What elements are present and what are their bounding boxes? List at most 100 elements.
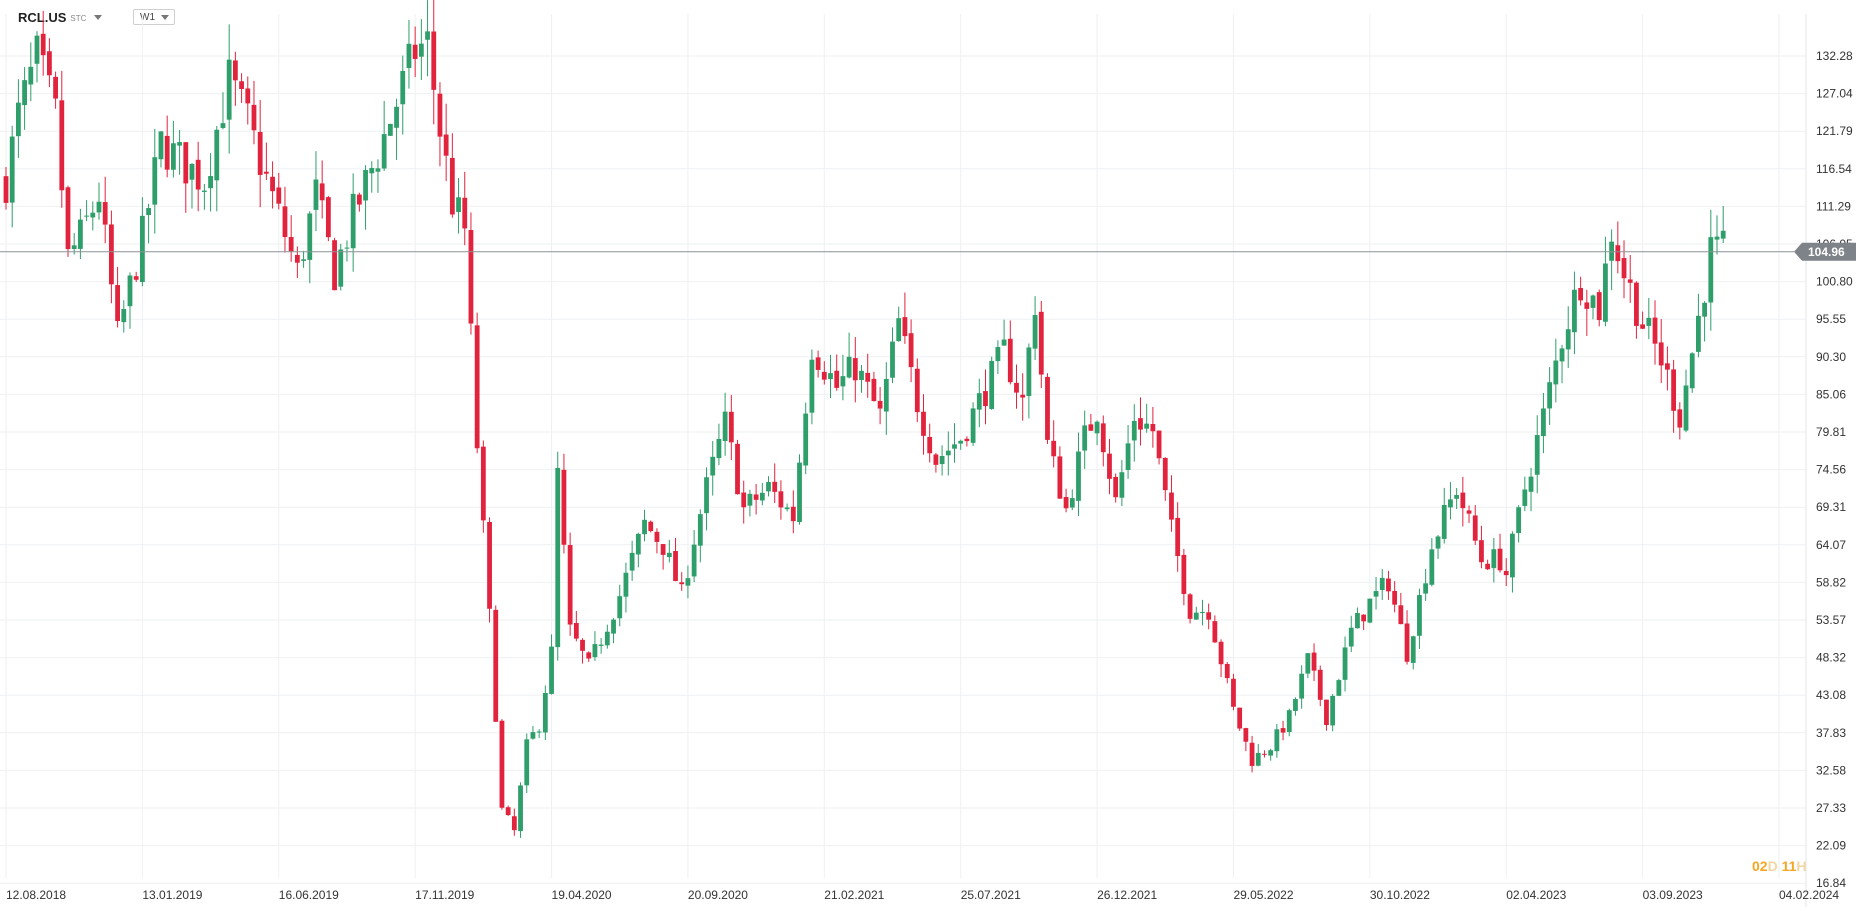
candle-up (15, 79, 21, 158)
candle-down (1249, 735, 1255, 773)
candle-down (1181, 549, 1187, 606)
candle-up (425, 0, 430, 77)
candle-up (1082, 410, 1088, 469)
candle-up (338, 243, 344, 291)
x-tick-label: 13.01.2019 (142, 888, 202, 902)
candle-up (28, 42, 34, 102)
candle-down (3, 167, 9, 210)
candle-up (77, 208, 83, 260)
x-tick-label: 30.10.2022 (1370, 888, 1430, 902)
candle-up (1448, 482, 1453, 520)
x-tick-label: 04.02.2024 (1779, 888, 1839, 902)
y-tick-label: 22.09 (1816, 839, 1846, 853)
candle-up (1702, 301, 1708, 342)
candle-up (530, 725, 536, 740)
candle-down (65, 185, 71, 257)
candle-down (654, 528, 660, 554)
candle-up (592, 631, 598, 661)
y-tick-label: 90.30 (1816, 350, 1846, 364)
candle-up (1454, 488, 1460, 510)
candle-down (511, 808, 517, 836)
candle-up (9, 125, 15, 228)
candle-up (34, 31, 40, 83)
candle-down (1665, 346, 1670, 391)
candle-up (1534, 415, 1540, 494)
candle-down (1138, 397, 1143, 446)
candle-down (871, 371, 877, 402)
candle-down (263, 142, 269, 181)
candle-up (958, 439, 964, 450)
y-tick-label: 121.79 (1816, 124, 1853, 138)
symbol-suffix: STC (70, 14, 87, 23)
candle-down (648, 520, 654, 533)
candle-down (46, 38, 52, 88)
candle-up (995, 340, 1001, 374)
candle-up (1032, 296, 1038, 361)
candle-down (319, 160, 325, 219)
candle-up (1429, 538, 1435, 587)
candle-down (1658, 319, 1664, 383)
candle-up (846, 332, 852, 379)
candle-down (1324, 699, 1329, 731)
candle-down (108, 210, 114, 304)
candle-down (431, 0, 437, 125)
candle-up (1076, 432, 1081, 516)
candle-up (635, 532, 641, 568)
candle-down (1361, 614, 1367, 631)
candle-up (1522, 476, 1528, 512)
candle-up (1094, 420, 1100, 446)
candle-down (102, 176, 108, 244)
candle-down (332, 237, 337, 291)
candle-up (859, 365, 864, 393)
candle-up (369, 161, 375, 193)
candle-down (673, 537, 678, 582)
candle-down (1311, 643, 1317, 682)
y-tick-label: 127.04 (1816, 87, 1853, 101)
candle-up (1001, 319, 1007, 346)
timeframe-select[interactable]: W1 (133, 9, 175, 25)
candles (3, 0, 1726, 838)
candle-down (561, 453, 567, 554)
candle-up (604, 624, 610, 649)
y-tick-label: 48.32 (1816, 651, 1846, 665)
symbol-selector[interactable]: RCL.US STC (18, 10, 103, 25)
candle-down (741, 480, 747, 524)
candle-down (821, 361, 827, 385)
candle-down (1237, 707, 1243, 731)
candle-down (412, 26, 418, 78)
x-tick-label: 26.12.2021 (1097, 888, 1157, 902)
candle-down (288, 215, 294, 262)
x-tick-label: 19.04.2020 (552, 888, 612, 902)
x-tick-label: 25.07.2021 (961, 888, 1021, 902)
candle-down (735, 439, 740, 495)
candle-down (59, 70, 65, 208)
candle-up (797, 454, 802, 525)
candle-up (1255, 743, 1261, 767)
y-tick-label: 64.07 (1816, 538, 1846, 552)
candle-up (1131, 404, 1137, 462)
candle-down (499, 719, 505, 810)
candle-up (177, 129, 182, 175)
candle-up (71, 233, 77, 255)
candle-up (1708, 209, 1714, 331)
candle-up (952, 423, 957, 463)
y-tick-label: 53.57 (1816, 613, 1846, 627)
candle-down (1634, 281, 1639, 339)
candle-down (1392, 581, 1398, 613)
candle-up (1646, 297, 1652, 340)
candle-up (629, 540, 635, 581)
candle-down (1485, 559, 1491, 571)
countdown-days-unit: D (1767, 858, 1778, 874)
symbol-name: RCL.US (18, 10, 67, 25)
candle-down (257, 99, 263, 208)
candle-up (1541, 393, 1546, 454)
candle-down (834, 354, 840, 391)
x-tick-label: 21.02.2021 (824, 888, 884, 902)
candle-up (1516, 505, 1522, 543)
candle-up (1410, 635, 1416, 670)
candle-down (1063, 488, 1069, 513)
y-tick-label: 37.83 (1816, 726, 1846, 740)
candle-up (642, 509, 647, 542)
x-tick-label: 17.11.2019 (415, 888, 474, 902)
